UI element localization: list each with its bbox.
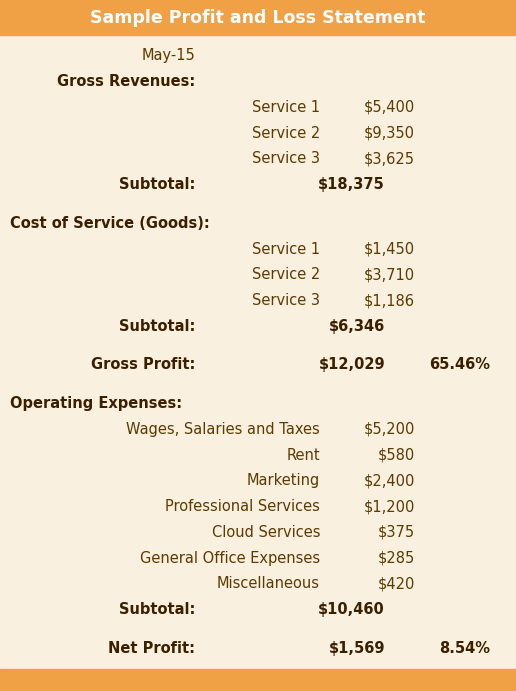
Text: General Office Expenses: General Office Expenses bbox=[140, 551, 320, 565]
Text: $580: $580 bbox=[378, 448, 415, 462]
Text: $5,200: $5,200 bbox=[364, 422, 415, 437]
Text: Service 2: Service 2 bbox=[252, 126, 320, 141]
Text: $1,200: $1,200 bbox=[364, 499, 415, 514]
Text: $420: $420 bbox=[378, 576, 415, 591]
Text: Wages, Salaries and Taxes: Wages, Salaries and Taxes bbox=[126, 422, 320, 437]
Text: Miscellaneous: Miscellaneous bbox=[217, 576, 320, 591]
Text: 65.46%: 65.46% bbox=[429, 357, 490, 372]
Text: Cloud Services: Cloud Services bbox=[212, 524, 320, 540]
Text: Gross Profit:: Gross Profit: bbox=[91, 357, 195, 372]
Text: Service 1: Service 1 bbox=[252, 241, 320, 256]
Text: $18,375: $18,375 bbox=[318, 177, 385, 192]
Text: Service 3: Service 3 bbox=[252, 293, 320, 308]
Text: Service 2: Service 2 bbox=[252, 267, 320, 282]
Text: $1,450: $1,450 bbox=[364, 241, 415, 256]
Text: Service 3: Service 3 bbox=[252, 151, 320, 167]
Text: $10,460: $10,460 bbox=[318, 602, 385, 617]
Text: $12,029: $12,029 bbox=[318, 357, 385, 372]
Text: Net Profit:: Net Profit: bbox=[108, 641, 195, 656]
Text: 8.54%: 8.54% bbox=[439, 641, 490, 656]
Bar bbox=[0, 0, 516, 35]
Text: $3,710: $3,710 bbox=[364, 267, 415, 282]
Text: $1,186: $1,186 bbox=[364, 293, 415, 308]
Text: Operating Expenses:: Operating Expenses: bbox=[10, 396, 182, 411]
Text: Gross Revenues:: Gross Revenues: bbox=[57, 74, 195, 89]
Text: $285: $285 bbox=[378, 551, 415, 565]
Text: Subtotal:: Subtotal: bbox=[119, 319, 195, 334]
Text: $3,625: $3,625 bbox=[364, 151, 415, 167]
Text: Rent: Rent bbox=[286, 448, 320, 462]
Text: Subtotal:: Subtotal: bbox=[119, 602, 195, 617]
Text: $5,400: $5,400 bbox=[364, 100, 415, 115]
Text: $6,346: $6,346 bbox=[329, 319, 385, 334]
Text: Cost of Service (Goods):: Cost of Service (Goods): bbox=[10, 216, 209, 231]
Text: Service 1: Service 1 bbox=[252, 100, 320, 115]
Text: $9,350: $9,350 bbox=[364, 126, 415, 141]
Text: Marketing: Marketing bbox=[247, 473, 320, 489]
Bar bbox=[0, 669, 516, 691]
Text: Sample Profit and Loss Statement: Sample Profit and Loss Statement bbox=[90, 8, 426, 26]
Text: $375: $375 bbox=[378, 524, 415, 540]
Text: May-15: May-15 bbox=[141, 48, 195, 64]
Text: Professional Services: Professional Services bbox=[165, 499, 320, 514]
Text: Subtotal:: Subtotal: bbox=[119, 177, 195, 192]
Text: $1,569: $1,569 bbox=[329, 641, 385, 656]
Text: $2,400: $2,400 bbox=[364, 473, 415, 489]
